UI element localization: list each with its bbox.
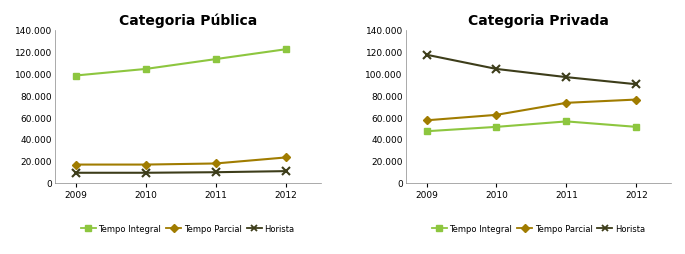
Legend: Tempo Integral, Tempo Parcial, Horista: Tempo Integral, Tempo Parcial, Horista [77,220,298,236]
Legend: Tempo Integral, Tempo Parcial, Horista: Tempo Integral, Tempo Parcial, Horista [428,220,649,236]
Title: Categoria Pública: Categoria Pública [119,13,257,28]
Title: Categoria Privada: Categoria Privada [468,14,609,28]
